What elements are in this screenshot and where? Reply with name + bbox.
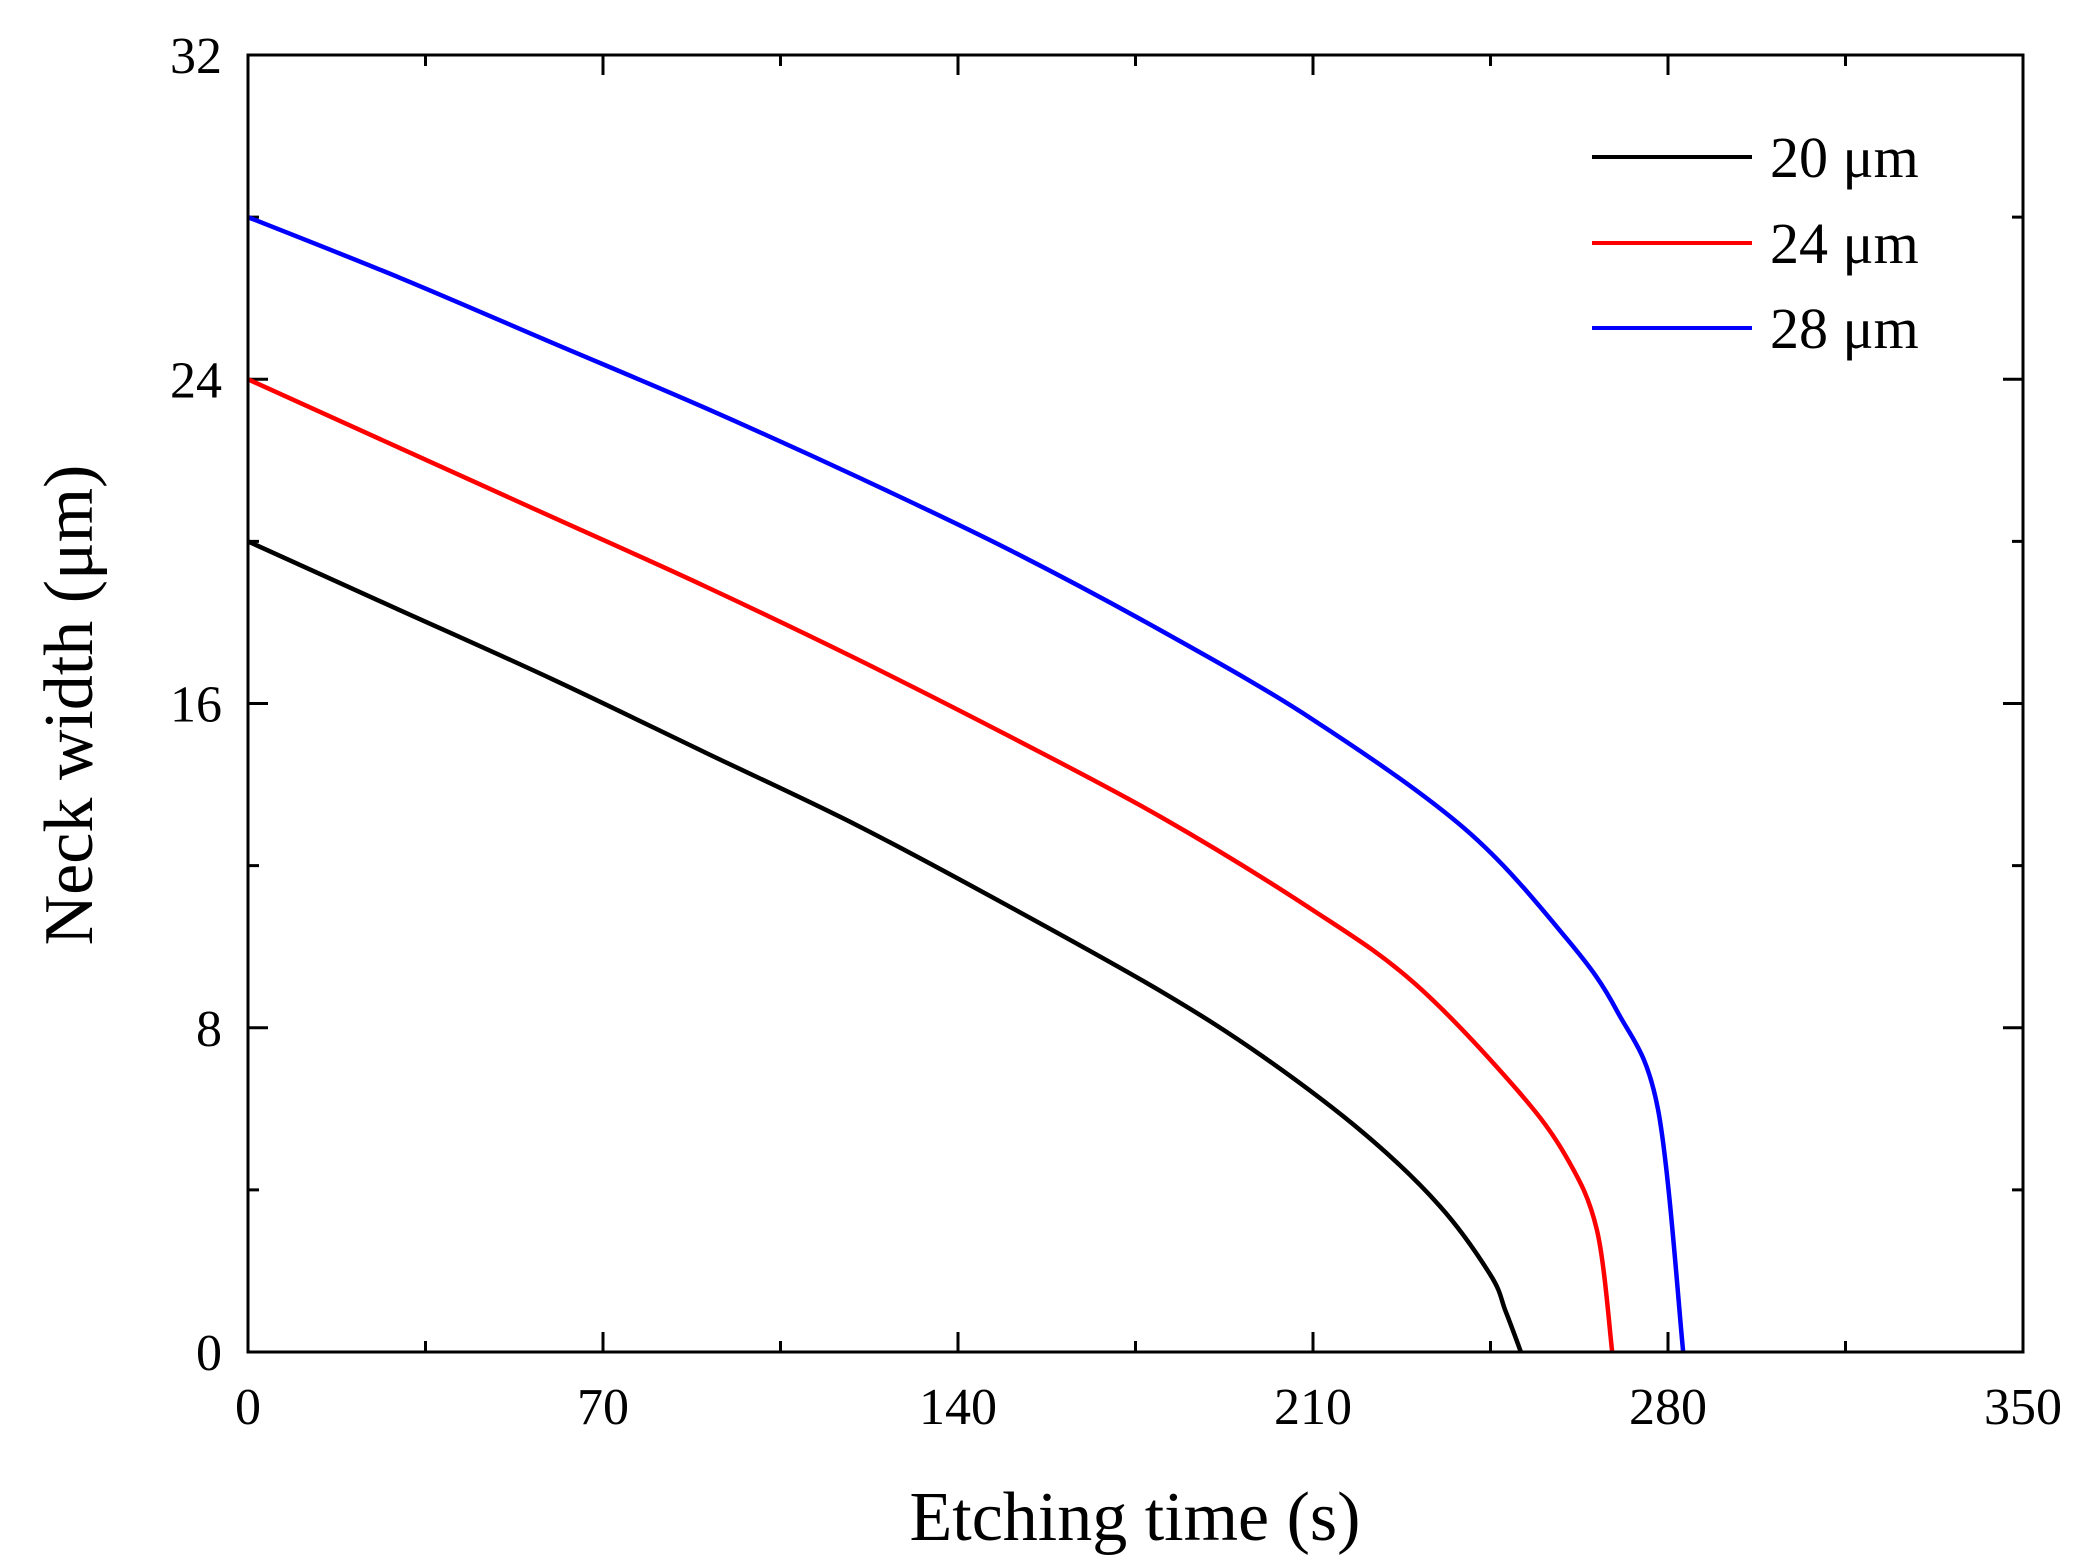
y-tick-label: 8: [196, 1001, 222, 1058]
x-tick-labels: 0 70 140 210 280 350: [235, 1379, 2062, 1436]
x-axis-title: Etching time (s): [909, 1479, 1360, 1556]
plot-frame: [246, 53, 2025, 1354]
y-tick-label: 0: [196, 1325, 222, 1382]
x-tick-label: 210: [1274, 1379, 1352, 1436]
y-tick-label: 32: [170, 28, 222, 85]
x-tick-label: 70: [577, 1379, 629, 1436]
series-line-0: [247, 539, 1524, 1353]
axis-ticks: [246, 53, 2025, 1354]
legend-label-28um: 28 μm: [1770, 296, 1919, 361]
y-tick-label: 24: [170, 352, 222, 409]
x-tick-label: 0: [235, 1379, 261, 1436]
x-tick-label: 350: [1984, 1379, 2062, 1436]
series-line-2: [247, 215, 1686, 1353]
x-tick-label: 140: [919, 1379, 997, 1436]
legend-label-20um: 20 μm: [1770, 125, 1919, 190]
y-tick-labels: 0 8 16 24 32: [170, 28, 222, 1382]
y-tick-label: 16: [170, 677, 222, 734]
legend-label-24um: 24 μm: [1770, 211, 1919, 276]
data-series: [247, 215, 1686, 1353]
y-axis-title: Neck width (μm): [31, 465, 108, 946]
x-tick-label: 280: [1629, 1379, 1707, 1436]
legend: 20 μm 24 μm 28 μm: [1592, 125, 1919, 361]
series-line-1: [247, 377, 1615, 1353]
